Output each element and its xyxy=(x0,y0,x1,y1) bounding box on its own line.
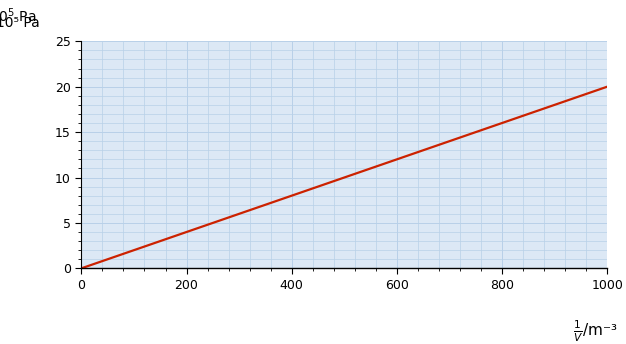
Text: $p$/ × 10$^5$ Pa: $p$/ × 10$^5$ Pa xyxy=(0,6,37,28)
Text: p/ × 10⁵ Pa: p/ × 10⁵ Pa xyxy=(0,16,39,30)
Text: $\frac{1}{V}$/m⁻³: $\frac{1}{V}$/m⁻³ xyxy=(573,318,618,344)
